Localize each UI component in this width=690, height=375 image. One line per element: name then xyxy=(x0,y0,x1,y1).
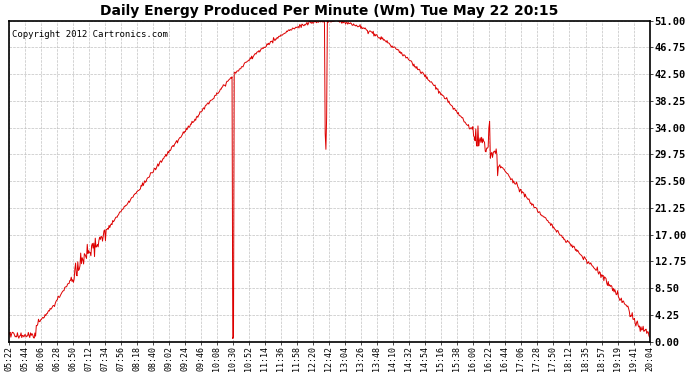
Text: Copyright 2012 Cartronics.com: Copyright 2012 Cartronics.com xyxy=(12,30,168,39)
Title: Daily Energy Produced Per Minute (Wm) Tue May 22 20:15: Daily Energy Produced Per Minute (Wm) Tu… xyxy=(100,4,559,18)
